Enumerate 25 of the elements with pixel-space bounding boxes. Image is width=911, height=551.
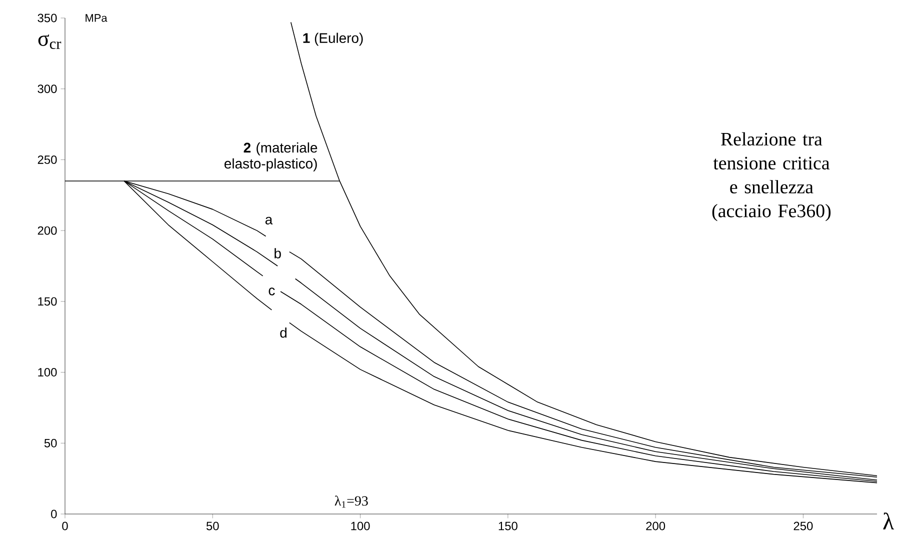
series-label: 1 (Eulero) — [303, 32, 363, 46]
annotation: Relazione tra tensione critica e snellezza (acciaio Fe360) — [712, 132, 831, 222]
series-label: b — [274, 248, 281, 258]
y-tick-label: 300 — [38, 84, 57, 94]
series-label: a — [265, 216, 273, 224]
y-axis-title: σ$_{cr}$ — [38, 34, 62, 49]
x-tick-label: 250 — [794, 522, 813, 530]
x-tick-label: 100 — [351, 522, 370, 530]
y-tick-label: 0 — [51, 510, 57, 518]
annotation: MPa — [86, 14, 108, 22]
x-axis-title: λ — [883, 512, 894, 530]
x-tick-label: 150 — [498, 522, 518, 530]
x-tick-label: 0 — [62, 522, 68, 530]
series-label: d — [280, 327, 286, 338]
y-tick-label: 350 — [38, 14, 57, 22]
x-tick-label: 50 — [206, 522, 219, 530]
y-tick-label: 250 — [38, 155, 57, 164]
annotation: λ$_{1}$=93 — [334, 496, 368, 508]
y-tick-label: 200 — [38, 226, 57, 235]
series-label: c — [268, 288, 275, 296]
series-label: 2 (materiale elasto-plastico) — [224, 142, 318, 172]
y-tick-label: 100 — [38, 368, 57, 377]
x-tick-label: 200 — [646, 522, 666, 530]
y-tick-label: 50 — [44, 438, 57, 448]
y-tick-label: 150 — [38, 297, 57, 306]
